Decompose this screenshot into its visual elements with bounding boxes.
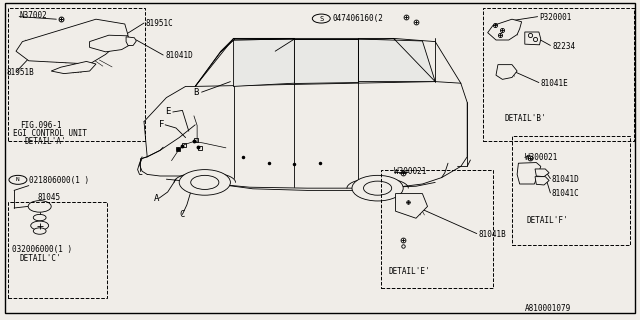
Text: W300021: W300021 [394, 167, 426, 176]
Text: 81951C: 81951C [146, 19, 173, 28]
Text: 81041C: 81041C [552, 189, 579, 198]
Text: DETAIL'F': DETAIL'F' [526, 216, 568, 225]
Circle shape [9, 175, 27, 184]
Text: DETAIL'A': DETAIL'A' [24, 137, 66, 146]
Polygon shape [126, 37, 136, 45]
Bar [483, 8, 634, 141]
Polygon shape [90, 35, 131, 52]
Text: S: S [319, 16, 323, 21]
Text: B: B [193, 88, 198, 97]
Text: C: C [179, 210, 184, 219]
Polygon shape [496, 65, 517, 79]
Text: 021806000(1 ): 021806000(1 ) [29, 176, 89, 185]
Text: 81041E: 81041E [541, 79, 568, 88]
Polygon shape [51, 61, 96, 74]
Text: EGI CONTROL UNIT: EGI CONTROL UNIT [13, 129, 87, 138]
Polygon shape [195, 38, 435, 86]
Polygon shape [234, 39, 294, 86]
Text: F: F [159, 120, 164, 129]
Text: 82234: 82234 [552, 42, 575, 51]
Circle shape [179, 170, 230, 195]
Circle shape [33, 214, 46, 221]
Text: W300021: W300021 [525, 153, 557, 162]
Polygon shape [294, 39, 358, 83]
Circle shape [191, 175, 219, 189]
Text: DETAIL'B': DETAIL'B' [504, 114, 546, 123]
Circle shape [364, 181, 392, 195]
Text: P320001: P320001 [540, 13, 572, 22]
Bar [512, 136, 630, 245]
Polygon shape [488, 19, 522, 40]
Text: N37002: N37002 [19, 12, 47, 20]
Bar [8, 8, 145, 141]
Polygon shape [517, 163, 541, 184]
Text: DETAIL'C': DETAIL'C' [19, 254, 61, 263]
Text: 047406160(2: 047406160(2 [333, 14, 383, 23]
Polygon shape [16, 19, 128, 64]
Text: A: A [154, 194, 159, 203]
Polygon shape [358, 39, 435, 82]
Circle shape [31, 221, 49, 230]
Bar [381, 170, 493, 288]
Polygon shape [525, 32, 541, 45]
Text: 81041D: 81041D [552, 175, 579, 184]
Text: 032006000(1 ): 032006000(1 ) [12, 245, 72, 254]
Circle shape [28, 201, 51, 212]
Text: DETAIL'E': DETAIL'E' [388, 268, 430, 276]
Text: 81041D: 81041D [165, 51, 193, 60]
Text: FIG.096-1: FIG.096-1 [20, 121, 62, 130]
Circle shape [352, 175, 403, 201]
Bar [8, 202, 107, 298]
Text: 81041B: 81041B [479, 230, 506, 239]
Text: E: E [165, 108, 170, 116]
Polygon shape [535, 177, 549, 185]
Polygon shape [396, 194, 428, 218]
Text: 81951B: 81951B [6, 68, 34, 77]
Text: 81045: 81045 [37, 193, 60, 202]
Text: A810001079: A810001079 [525, 304, 571, 313]
Circle shape [312, 14, 330, 23]
Text: N: N [16, 177, 20, 182]
Circle shape [33, 228, 46, 234]
Polygon shape [535, 169, 549, 177]
